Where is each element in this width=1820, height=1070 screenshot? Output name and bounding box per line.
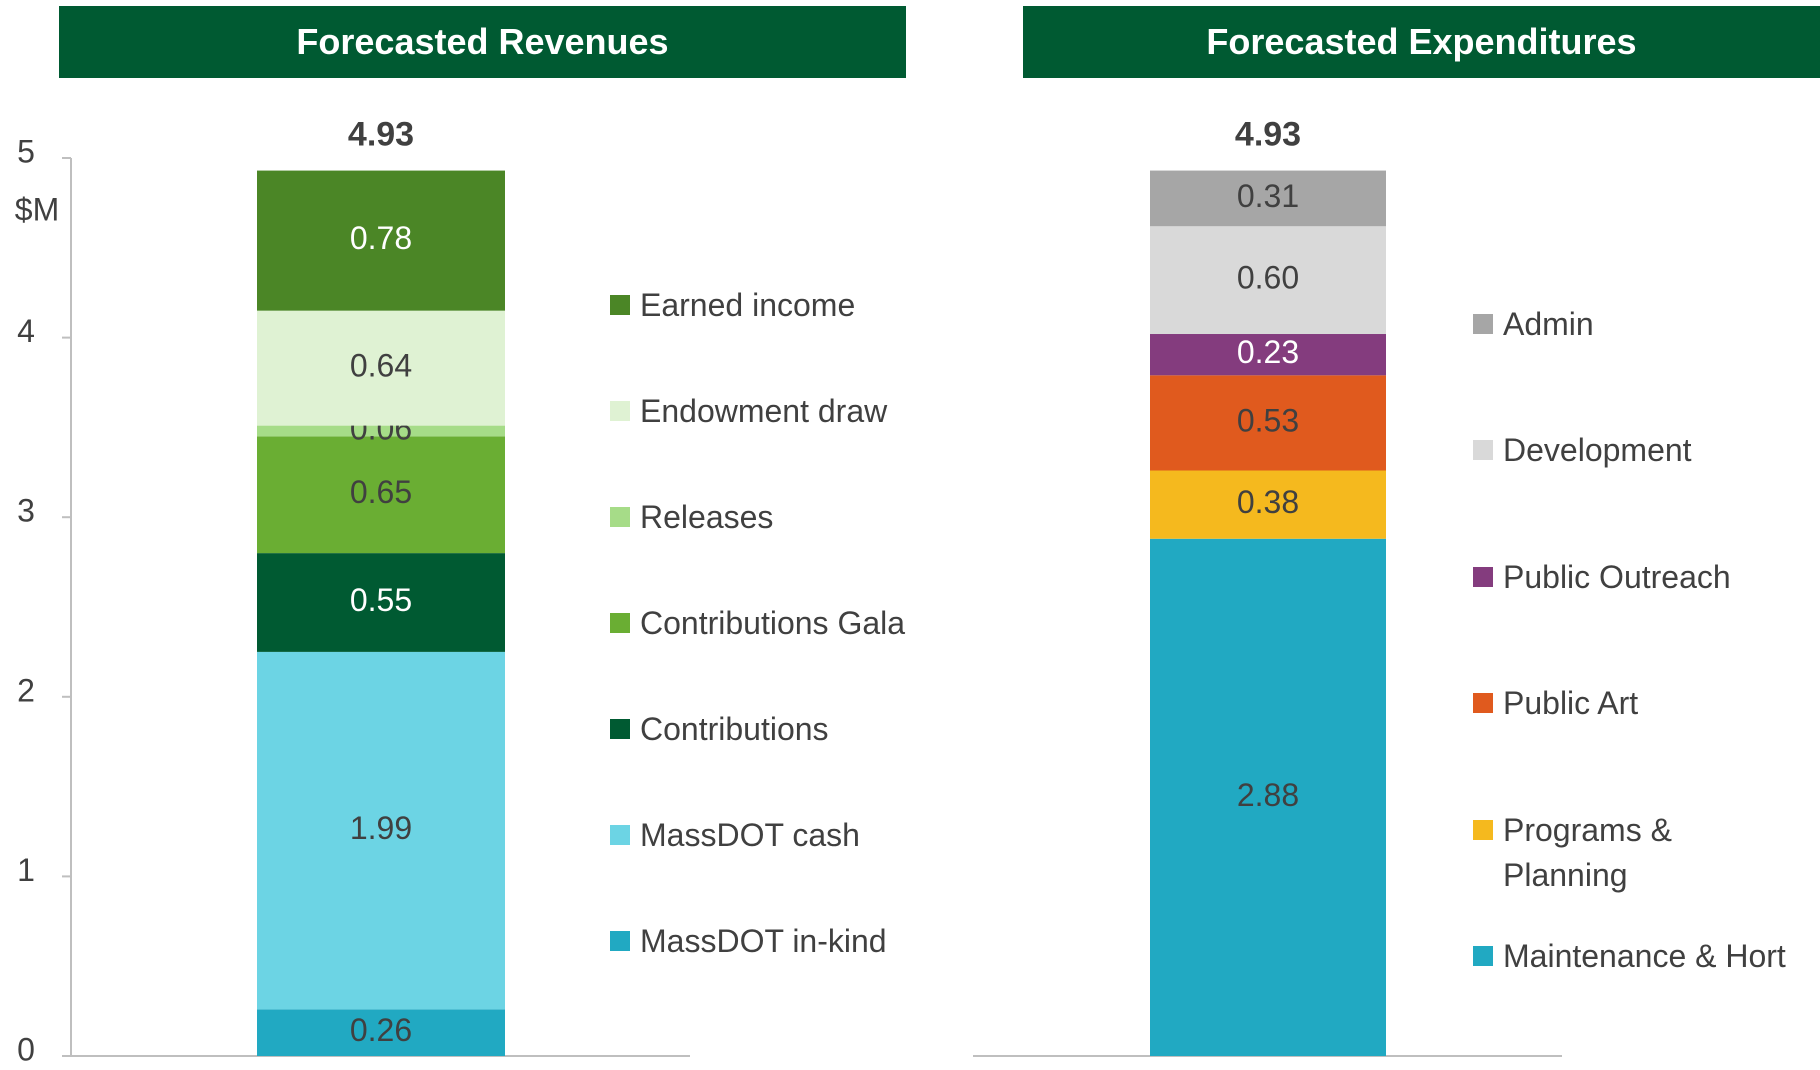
legend-swatch [610, 295, 630, 315]
data-label: 0.26 [350, 1012, 412, 1048]
legend-swatch [610, 825, 630, 845]
data-label: 0.31 [1237, 178, 1299, 214]
legend-label: Earned income [640, 287, 856, 323]
legend-label: MassDOT in-kind [640, 923, 887, 959]
bar-segment [1150, 470, 1386, 539]
legend-label: Contributions Gala [640, 605, 906, 641]
data-label: 0.38 [1237, 484, 1299, 520]
bar-segment [257, 170, 505, 311]
data-label: 1.99 [350, 810, 412, 846]
legend-label: Maintenance & Hort [1503, 938, 1786, 974]
y-tick-label: 4 [17, 313, 35, 349]
bar-segment [257, 310, 505, 426]
bar-segment [257, 1009, 505, 1056]
legend-label: Contributions [640, 711, 829, 747]
legend-swatch [610, 931, 630, 951]
bar-segment [1150, 226, 1386, 335]
legend-swatch [610, 613, 630, 633]
legend-swatch [1473, 693, 1493, 714]
legend-swatch [610, 401, 630, 421]
legend-swatch [1473, 440, 1493, 461]
bar-segment [257, 553, 505, 652]
bar-segment [1150, 375, 1386, 471]
bar-segment [1150, 170, 1386, 227]
data-label: 0.55 [350, 582, 412, 618]
legend-swatch [610, 507, 630, 527]
legend-label: Development [1503, 432, 1692, 469]
legend-label: Releases [640, 499, 774, 535]
legend-swatch [1473, 566, 1493, 587]
bar-segment [257, 436, 505, 554]
data-label: 0.78 [350, 220, 412, 256]
legend-swatch [1473, 314, 1493, 334]
bar-segment [257, 651, 505, 1010]
legend-swatch [1473, 946, 1493, 966]
legend-label: Programs & Planning [1503, 811, 1672, 893]
y-tick-label: 5 [17, 133, 35, 169]
chart-title: Forecasted Revenues [59, 6, 906, 78]
y-axis-label: $M [15, 191, 59, 227]
y-tick-label: 0 [17, 1031, 35, 1067]
y-tick-label: 1 [17, 852, 35, 888]
chart-title: Forecasted Expenditures [1023, 6, 1820, 78]
legend-label: Endowment draw [640, 393, 888, 429]
y-tick-label: 3 [17, 493, 35, 529]
data-label: 0.53 [1237, 402, 1299, 438]
legend-swatch [1473, 819, 1493, 840]
data-label: 0.60 [1237, 260, 1299, 296]
y-tick-label: 2 [17, 672, 35, 708]
total-label: 4.93 [348, 116, 414, 154]
data-label: 0.65 [350, 474, 412, 510]
bar-segment [1150, 538, 1386, 1056]
data-label: 0.64 [350, 348, 412, 384]
data-label: 2.88 [1237, 777, 1299, 813]
total-label: 4.93 [1235, 116, 1301, 154]
legend-label: Admin [1503, 306, 1594, 342]
legend-label: Public Outreach [1503, 558, 1731, 595]
bar-segment [1150, 334, 1386, 376]
legend-swatch [610, 719, 630, 739]
data-label: 0.23 [1237, 334, 1299, 370]
bar-segment [257, 425, 505, 437]
legend-label: Public Art [1503, 685, 1639, 722]
legend-label: MassDOT cash [640, 817, 860, 853]
